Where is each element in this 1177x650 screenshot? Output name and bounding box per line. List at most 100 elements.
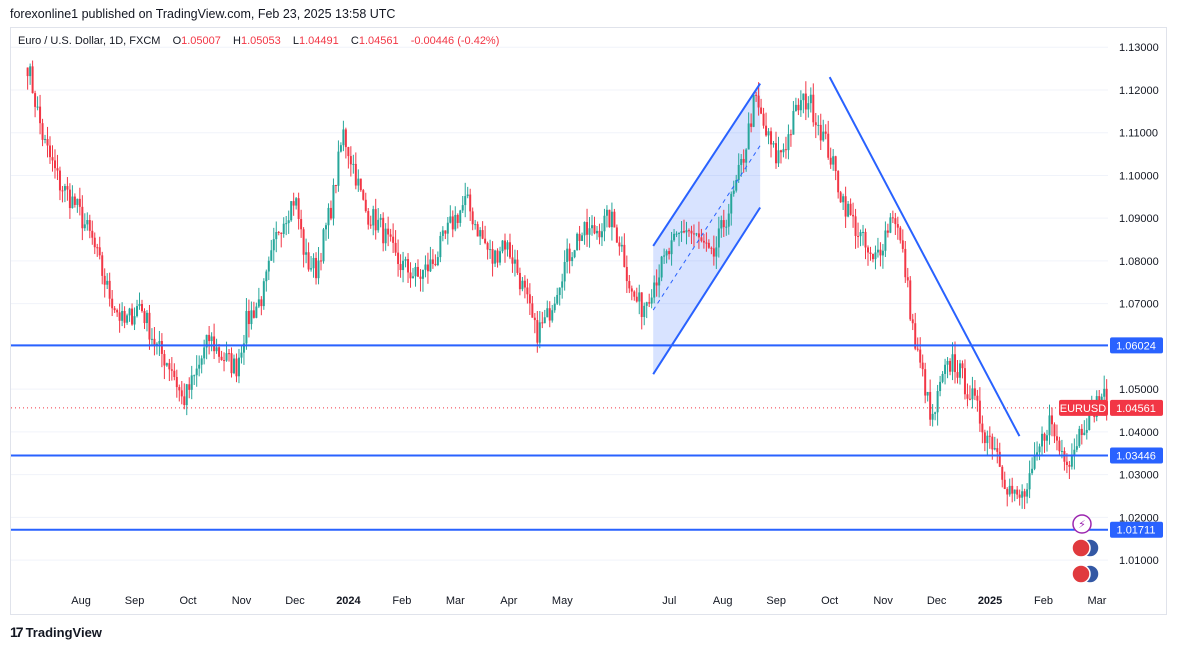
candle-body — [663, 255, 666, 257]
candle-body — [315, 257, 318, 279]
candle-body — [103, 275, 106, 285]
candle-body — [986, 435, 989, 444]
candle-body — [91, 230, 94, 238]
lightning-event-icon — [1072, 514, 1092, 534]
candle-body — [1060, 450, 1063, 452]
candle-body — [511, 257, 514, 264]
candle-body — [476, 224, 479, 237]
candle-body — [896, 224, 899, 228]
candle-body — [446, 222, 449, 234]
candle-body — [772, 143, 775, 145]
candle-body — [469, 194, 472, 212]
candle-body — [302, 229, 305, 255]
candle-body — [528, 294, 531, 304]
candle-body — [792, 111, 795, 135]
candle-body — [655, 282, 658, 286]
candle-body — [588, 228, 591, 235]
candle-body — [543, 317, 546, 324]
x-tick-label: Oct — [179, 595, 196, 607]
candle-body — [1046, 435, 1049, 441]
candle-body — [591, 225, 594, 229]
candle-body — [165, 363, 168, 366]
candle-body — [600, 231, 603, 238]
candle-body — [635, 296, 638, 302]
candle-body — [399, 264, 402, 271]
candle-body — [232, 358, 235, 374]
candle-body — [138, 303, 141, 307]
candle-body — [292, 201, 295, 206]
candle-body — [978, 400, 981, 424]
candle-body — [578, 233, 581, 241]
candle-body — [195, 368, 198, 376]
candle-body — [983, 432, 986, 444]
y-tick-label: 1.01000 — [1119, 555, 1159, 567]
candle-body — [143, 311, 146, 324]
candle-body — [864, 231, 867, 248]
x-tick-label: Dec — [927, 595, 947, 607]
candle-body — [678, 232, 681, 234]
y-tick-label: 1.13000 — [1119, 42, 1159, 54]
candle-body — [727, 213, 730, 227]
candle-body — [464, 196, 467, 206]
candle-body — [387, 228, 390, 235]
candle-body — [904, 248, 907, 278]
candle-body — [583, 222, 586, 236]
candle-body — [842, 196, 845, 203]
candle-body — [178, 387, 181, 391]
candle-body — [272, 239, 275, 251]
x-tick-label: Feb — [392, 595, 411, 607]
candle-body — [881, 250, 884, 256]
candle-body — [648, 302, 651, 304]
x-tick-label: Nov — [873, 595, 893, 607]
candle-body — [252, 310, 255, 318]
candle-body — [1026, 489, 1029, 497]
candle-body — [461, 205, 464, 211]
candle-body — [275, 231, 278, 240]
candle-body — [145, 312, 148, 324]
candle-body — [349, 156, 352, 165]
candle-body — [394, 242, 397, 253]
candle-body — [213, 336, 216, 352]
candle-body — [297, 198, 300, 220]
candle-body — [489, 249, 492, 251]
candle-body — [193, 375, 196, 377]
candle-body — [613, 211, 616, 228]
x-tick-label: May — [552, 595, 573, 607]
candle-body — [1031, 468, 1034, 474]
tradingview-logo-icon: 17 — [10, 624, 24, 640]
x-tick-label: Mar — [446, 595, 465, 607]
candle-body — [799, 100, 802, 111]
candle-body — [508, 242, 511, 258]
candle-body — [973, 388, 976, 396]
candle-body — [200, 358, 203, 365]
price-tag-label: 1.01711 — [1117, 525, 1156, 537]
candle-body — [404, 259, 407, 261]
candle-body — [354, 163, 357, 186]
candle-body — [760, 107, 763, 114]
chart-panel[interactable] — [10, 27, 1167, 615]
candle-body — [295, 198, 298, 206]
candle-body — [993, 448, 996, 450]
candle-body — [707, 242, 710, 248]
candle-body — [889, 217, 892, 233]
candle-body — [625, 266, 628, 282]
candle-body — [344, 129, 347, 148]
candle-body — [481, 230, 484, 239]
candle-body — [926, 391, 929, 396]
candle-body — [762, 113, 765, 126]
candle-body — [362, 190, 365, 200]
x-tick-label: Sep — [766, 595, 786, 607]
candle-body — [906, 277, 909, 281]
candle-body — [41, 123, 44, 140]
y-tick-label: 1.03000 — [1119, 470, 1159, 482]
tradingview-footer[interactable]: 17 TradingView — [10, 624, 102, 640]
candle-body — [720, 220, 723, 229]
candle-body — [83, 224, 86, 229]
candle-body — [516, 259, 519, 273]
x-tick-label: Mar — [1088, 595, 1107, 607]
candle-body — [1013, 489, 1016, 494]
candle-body — [1023, 491, 1026, 497]
candle-body — [740, 158, 743, 165]
candle-body — [871, 253, 874, 260]
